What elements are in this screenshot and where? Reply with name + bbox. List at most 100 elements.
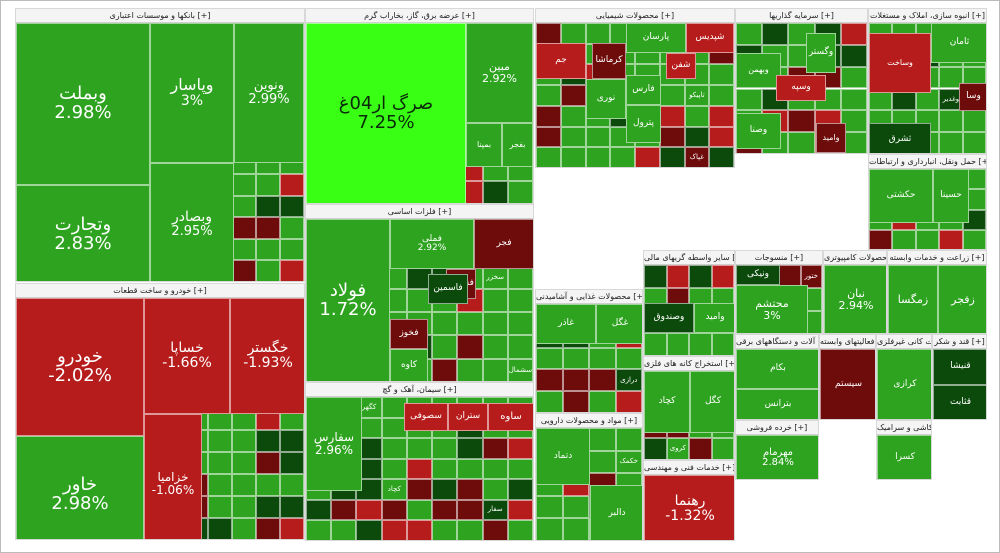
stock-tile-minor[interactable] [507, 438, 533, 459]
sector-title[interactable]: زراعت و خدمات وابسته [+] [888, 251, 986, 265]
sector-box[interactable]: عرضه برق، گاز، بخاراب گرم [+]قشکرشاوانشگ… [305, 8, 534, 204]
stock-tile-minor[interactable] [536, 495, 563, 519]
stock-tile-minor[interactable] [615, 391, 642, 412]
stock-tile-minor[interactable] [962, 229, 986, 249]
stock-tile-minor[interactable] [589, 347, 616, 370]
stock-tile-minor[interactable] [482, 438, 508, 459]
sector-title[interactable]: حمل ونقل، انبارداری و ارتباطات [+] [869, 155, 986, 169]
stock-tile[interactable]: نوری [586, 79, 626, 119]
stock-tile[interactable]: فولاد 1.72% [306, 219, 390, 381]
stock-tile-minor[interactable] [589, 450, 616, 474]
sector-box[interactable]: مواد و محصولات دارویی [+] خکمک دتماد دالبر [535, 413, 643, 541]
stock-tile-minor[interactable] [610, 147, 635, 167]
stock-tile-minor[interactable] [635, 147, 660, 167]
stock-tile[interactable]: صرگ ار04غ 7.25% [306, 23, 466, 203]
stock-tile-minor[interactable] [536, 105, 561, 127]
stock-tile-minor[interactable] [232, 496, 256, 518]
stock-tile-minor[interactable] [585, 23, 611, 44]
sector-title[interactable]: محصولات شیمیایی [+] [536, 9, 734, 23]
stock-tile-minor[interactable] [256, 518, 280, 539]
stock-tile[interactable]: حسینا [933, 169, 969, 223]
stock-tile[interactable]: وبملت 2.98% [16, 23, 150, 185]
sector-title[interactable]: عرضه برق، گاز، بخاراب گرم [+] [306, 9, 533, 23]
stock-tile-minor[interactable] [536, 126, 561, 148]
stock-tile-minor[interactable] [507, 312, 533, 336]
stock-tile-minor[interactable] [232, 452, 256, 474]
stock-tile-minor[interactable] [840, 66, 867, 89]
sector-box[interactable]: محصولات غذایی و آشامیدنی [+]ورنادرازیغاذ… [535, 289, 643, 413]
stock-tile-minor[interactable] [892, 229, 916, 249]
stock-tile-minor[interactable] [939, 229, 963, 249]
stock-tile-minor[interactable] [939, 132, 963, 153]
stock-tile-minor[interactable] [585, 126, 611, 148]
stock-tile-minor[interactable] [232, 195, 256, 218]
stock-tile-minor[interactable] [869, 229, 893, 249]
stock-tile-minor[interactable] [709, 147, 734, 167]
sector-title[interactable]: بانکها و موسسات اعتباری [+] [16, 9, 304, 23]
stock-tile-minor[interactable] [432, 458, 458, 480]
stock-tile-minor[interactable] [381, 458, 407, 480]
sector-box[interactable]: خدمات فنی و مهندسی [+]سکردرهنما-1.32% [643, 460, 735, 541]
stock-tile[interactable]: وگستر [806, 33, 836, 73]
stock-tile-minor[interactable] [788, 132, 815, 153]
stock-tile-minor[interactable] [736, 23, 763, 45]
stock-tile[interactable]: وسپه [776, 75, 826, 101]
stock-tile-minor[interactable] [280, 474, 304, 496]
stock-tile[interactable]: وساخت [869, 33, 931, 93]
stock-tile[interactable]: بمپنا [466, 123, 502, 167]
sector-title[interactable]: خرده فروشی [+] [736, 421, 818, 435]
stock-tile-minor[interactable] [507, 288, 533, 313]
stock-tile-minor[interactable] [562, 391, 589, 412]
stock-tile-minor[interactable] [406, 520, 433, 540]
stock-tile-minor[interactable] [306, 499, 332, 521]
stock-tile-minor[interactable] [280, 174, 304, 196]
stock-tile[interactable]: بکام [736, 349, 818, 389]
sector-title[interactable]: قند و شکر [+] [933, 335, 986, 349]
sector-title[interactable]: کاشی و سرامیک [+] [877, 421, 931, 435]
stock-tile-minor[interactable] [507, 499, 533, 521]
sector-box[interactable]: سرمایه گذاریها [+]شفارسوبهمنوسپهوصناوگست… [735, 8, 868, 154]
stock-tile[interactable]: بفجر [502, 123, 533, 167]
stock-tile[interactable]: وبصادر 2.95% [150, 163, 234, 281]
stock-tile[interactable]: غگل [596, 304, 642, 344]
stock-tile[interactable]: فجر [474, 219, 533, 269]
stock-tile-minor[interactable] [840, 23, 867, 45]
stock-tile-minor[interactable] [482, 312, 508, 336]
stock-tile[interactable]: زفجر [938, 265, 986, 333]
stock-tile[interactable]: وصنا [736, 113, 781, 149]
stock-tile-minor[interactable] [457, 458, 483, 480]
stock-tile-minor[interactable] [644, 265, 667, 288]
stock-tile-minor[interactable]: ختور [800, 265, 822, 288]
stock-tile-minor[interactable] [280, 452, 304, 474]
stock-tile-minor[interactable] [280, 195, 304, 218]
stock-tile-minor[interactable] [684, 126, 710, 148]
stock-tile[interactable]: بترانس [736, 389, 818, 419]
sector-title[interactable]: فلزات اساسی [+] [306, 205, 533, 219]
stock-tile-minor[interactable] [256, 174, 280, 196]
stock-tile-minor[interactable] [256, 217, 280, 239]
stock-tile-minor[interactable] [709, 126, 734, 148]
stock-tile-minor[interactable] [256, 195, 280, 218]
stock-tile-minor[interactable] [432, 520, 458, 540]
stock-tile-minor[interactable] [562, 518, 589, 540]
sector-title[interactable]: منسوجات [+] [736, 251, 822, 265]
stock-tile[interactable]: فملی 2.92% [390, 219, 474, 269]
stock-tile-minor[interactable]: سفار [482, 499, 508, 521]
stock-tile[interactable]: وصندوق [644, 303, 694, 333]
stock-tile-minor[interactable] [208, 452, 232, 474]
stock-tile-minor[interactable] [562, 347, 589, 370]
stock-tile-minor[interactable] [381, 520, 407, 540]
stock-tile-minor[interactable] [666, 265, 689, 288]
stock-tile-minor[interactable] [536, 147, 561, 167]
stock-tile-minor[interactable] [762, 23, 789, 45]
stock-tile-minor[interactable]: کچاد [381, 479, 407, 500]
stock-tile[interactable]: کرازی [877, 349, 931, 419]
stock-tile-minor[interactable] [256, 260, 280, 281]
sector-title[interactable]: ماشین آلات و دستگاههای برقی [+] [736, 335, 818, 349]
stock-tile-minor[interactable] [736, 88, 763, 111]
stock-tile[interactable]: شپدیس [686, 23, 734, 53]
stock-tile-minor[interactable] [280, 430, 304, 452]
sector-box[interactable]: ماشین آلات و دستگاههای برقی [+]دسبحابکام… [735, 334, 819, 420]
stock-tile-minor[interactable] [280, 518, 304, 539]
stock-tile-minor[interactable] [560, 23, 586, 44]
